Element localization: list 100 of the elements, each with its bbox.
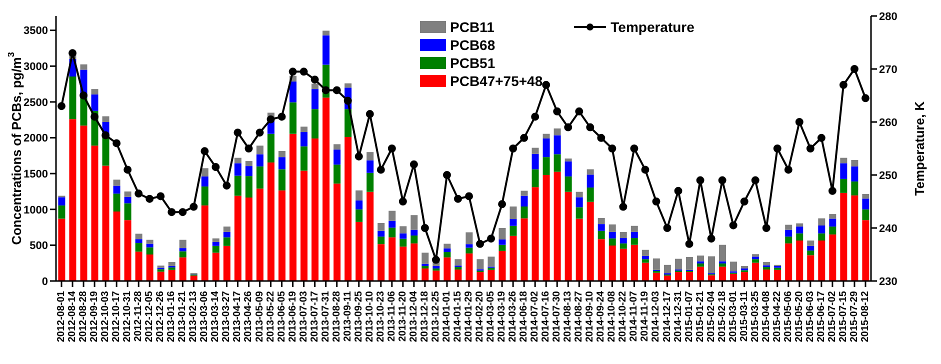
bar [201,176,208,186]
bar [334,164,341,184]
x-tick-label: 2013-05-09 [254,290,266,342]
bar [410,243,418,281]
x-tick-label: 2014-03-26 [508,290,519,342]
bar [146,247,154,254]
x-tick-label: 2012-12-05 [144,290,156,342]
bar [312,138,319,281]
bar [851,181,858,196]
bar [630,238,638,245]
x-tick-label: 2012-10-03 [100,290,112,342]
y-tick-label: 3000 [24,61,48,74]
x-tick-label: 2014-02-20 [474,290,486,342]
legend-label: PCB11 [449,18,496,36]
bar [466,232,473,244]
bar [818,240,826,281]
bar [201,205,208,281]
x-tick-label: 2014-09-24 [596,290,607,342]
x-tick-label: 2014-08-27 [574,290,585,342]
bar [289,82,296,102]
bar [432,270,440,281]
x-tick-label: 2014-10-08 [606,290,618,342]
x-tick-label: 2013-03-14 [210,290,222,342]
x-tick-label: 2013-03-06 [199,290,210,342]
bar [223,232,230,238]
x-tick-label: 2015-06-17 [816,290,827,342]
bar [179,257,186,281]
x-tick-label: 2014-09-10 [584,290,596,342]
bar [400,233,407,239]
x-tick-label: 2015-03-01 [728,290,739,342]
bar [223,237,230,246]
bar [113,186,120,194]
bar [642,256,649,260]
x-tick-label: 2013-07-31 [320,290,332,342]
bar [785,224,792,230]
bar [829,226,836,234]
bar [356,200,363,210]
bar [498,250,506,281]
bar [410,236,418,244]
bar [135,234,142,240]
bar [190,276,198,281]
bar [256,166,264,189]
x-tick-label: 2013-02-13 [188,290,200,342]
bar [686,257,693,270]
y-tick-label: 3500 [24,25,48,38]
x-tick-label: 2013-03-27 [221,290,232,342]
bar [476,272,484,281]
bar [840,163,848,179]
bar [91,94,98,111]
bar [608,232,616,238]
bar [818,218,826,226]
bar [708,256,715,274]
bar [564,192,572,281]
y2-tick-label: 260 [879,116,898,129]
bar [796,233,804,241]
bar [58,197,66,206]
x-tick-label: 2015-04-22 [772,290,783,342]
bar [520,196,528,207]
bar [212,252,220,281]
bar [410,215,418,230]
bar [752,254,760,257]
bar [642,250,649,256]
bar [124,196,132,204]
bar [564,176,572,192]
x-tick-label: 2014-03-19 [496,290,508,342]
bar [498,244,506,251]
x-tick-label: 2012-08-01 [56,290,68,342]
bar [135,239,142,244]
bar [741,272,748,281]
bar [763,262,770,266]
bar [652,258,660,270]
bar [620,232,627,238]
bar [80,126,88,281]
bar [696,266,704,281]
bar [234,176,242,196]
bar [344,83,352,88]
x-tick-label: 2012-08-14 [67,290,78,342]
bar [300,126,308,132]
bar [686,272,693,281]
y2-tick-label: 250 [879,170,898,182]
bar [664,276,671,281]
bar [554,154,561,172]
bar [256,146,264,154]
bar [454,259,462,266]
bar [664,264,671,274]
x-tick-label: 2013-05-22 [265,290,276,342]
bar [510,219,517,226]
x-tick-label: 2015-02-04 [706,290,717,342]
bar [620,238,627,244]
bar [135,252,142,281]
bar [785,230,792,237]
x-tick-label: 2014-06-18 [518,290,530,342]
bar [444,248,451,252]
bar [69,76,76,120]
bar [532,169,539,188]
bar [696,263,704,267]
bar [113,212,120,281]
bar [763,270,770,281]
x-tick-label: 2015-06-03 [804,290,816,342]
bar [598,224,605,231]
